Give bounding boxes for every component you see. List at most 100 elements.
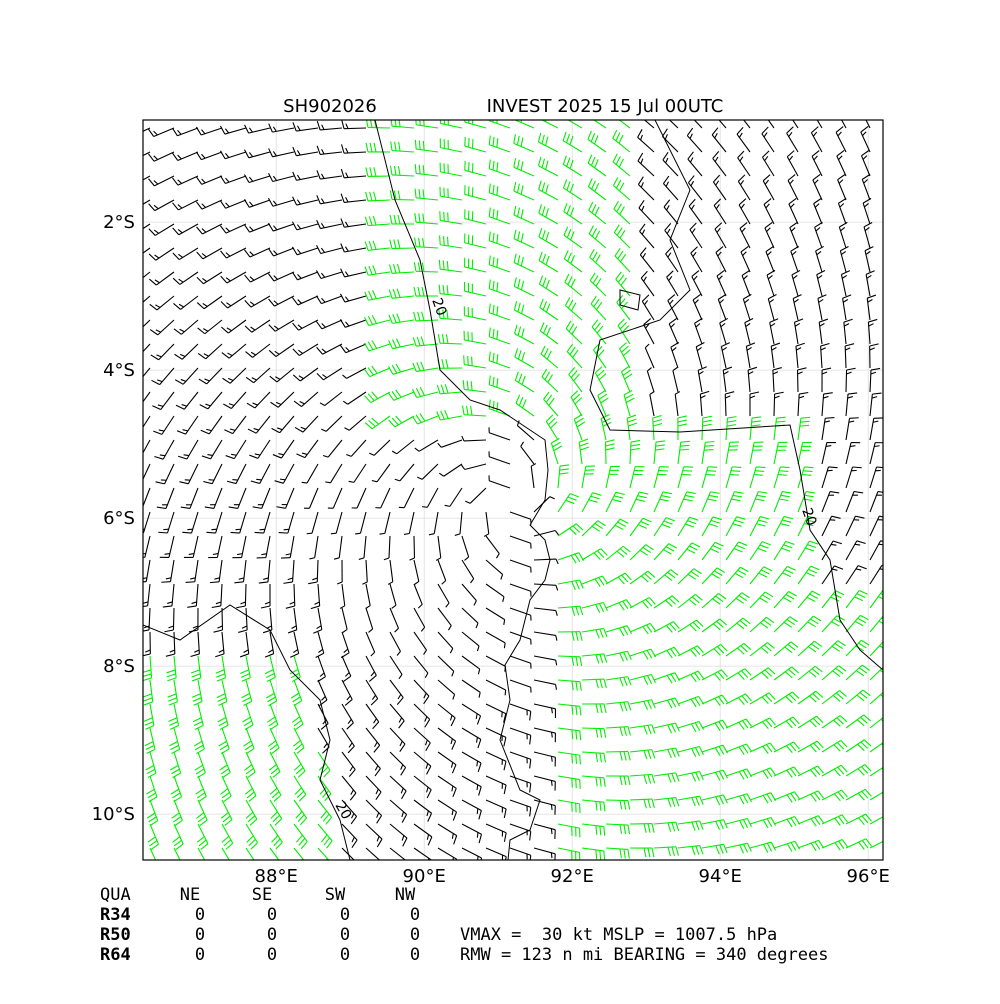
x-tick-label: 92°E <box>551 866 594 887</box>
barb-shaft <box>317 560 318 582</box>
title-right: INVEST 2025 15 Jul 00UTC <box>487 96 724 117</box>
y-tick-label: 8°S <box>103 656 135 677</box>
barb-shaft <box>606 800 628 801</box>
barb-feather <box>468 356 469 365</box>
barb-shaft <box>582 728 604 729</box>
barb-feather <box>754 475 763 476</box>
table-cell: 0 <box>410 945 420 965</box>
barb-feather <box>331 533 336 534</box>
barb-feather <box>704 450 713 451</box>
barb-feather <box>184 455 189 456</box>
barb-feather <box>708 467 717 468</box>
x-tick-label: 90°E <box>403 866 446 887</box>
table-header: SW <box>325 885 346 905</box>
barb-feather <box>230 532 239 533</box>
barb-feather <box>580 755 581 764</box>
table-cell: 0 <box>267 925 277 945</box>
table-cell: 0 <box>267 905 277 925</box>
barb-feather <box>260 529 265 530</box>
table-header: SE <box>252 885 272 905</box>
table-cell: 0 <box>267 945 277 965</box>
info-line: RMW = 123 n mi BEARING = 340 degrees <box>460 945 828 965</box>
table-cell: 0 <box>195 945 205 965</box>
table-cell: 0 <box>340 925 350 945</box>
table-header: NE <box>180 885 200 905</box>
barb-feather <box>803 471 812 472</box>
barb-feather <box>855 544 860 545</box>
barb-feather <box>756 467 765 468</box>
barb-shaft <box>846 370 847 392</box>
barb-feather <box>464 355 465 364</box>
barb-feather <box>705 442 714 443</box>
barb-feather <box>576 755 577 764</box>
table-cell: R64 <box>100 945 131 965</box>
barb-feather <box>825 418 834 419</box>
barb-feather <box>307 533 312 534</box>
barb-feather <box>731 471 740 472</box>
barb-feather <box>422 507 427 508</box>
barb-feather <box>440 236 441 245</box>
barb-feather <box>755 471 764 472</box>
barb-shaft <box>416 271 438 272</box>
barb-feather <box>831 544 836 545</box>
barb-feather <box>206 532 215 533</box>
barb-feather <box>186 582 195 583</box>
barb-feather <box>158 532 167 533</box>
table-cell: 0 <box>195 905 205 925</box>
barb-feather <box>551 780 552 785</box>
barb-shaft <box>702 418 703 440</box>
barb-shaft <box>173 608 174 630</box>
barb-feather <box>477 761 478 766</box>
barb-feather <box>280 479 285 480</box>
barb-feather <box>572 754 573 763</box>
barb-feather <box>850 418 859 419</box>
barb-feather <box>853 467 862 468</box>
barb-feather <box>828 467 837 468</box>
barb-feather <box>302 482 307 483</box>
barb-shaft <box>392 248 414 249</box>
table-header: QUA <box>100 885 131 905</box>
barb-feather <box>256 479 261 480</box>
barb-feather <box>160 455 165 456</box>
table-cell: R50 <box>100 925 131 945</box>
barb-feather <box>284 529 289 530</box>
barb-feather <box>504 643 505 648</box>
barb-shaft <box>606 751 628 752</box>
x-tick-label: 94°E <box>699 866 742 887</box>
y-tick-label: 4°S <box>103 360 135 381</box>
info-line: VMAX = 30 kt MSLP = 1007.5 hPa <box>460 925 777 945</box>
barb-feather <box>161 582 170 583</box>
table-header: NW <box>395 885 416 905</box>
barb-feather <box>477 809 478 814</box>
table-cell: 0 <box>410 925 420 945</box>
barb-feather <box>551 756 552 761</box>
table-cell: 0 <box>340 945 350 965</box>
table-cell: R34 <box>100 905 131 925</box>
barb-feather <box>279 533 288 534</box>
barb-feather <box>780 467 789 468</box>
barb-feather <box>182 532 191 533</box>
x-tick-label: 96°E <box>847 866 890 887</box>
y-tick-label: 10°S <box>92 804 135 825</box>
title-left: SH902026 <box>283 96 377 117</box>
barb-feather <box>730 475 739 476</box>
y-tick-label: 2°S <box>103 212 135 233</box>
barb-feather <box>804 467 813 468</box>
barb-shaft <box>774 394 775 416</box>
barb-shaft <box>368 127 390 128</box>
barb-feather <box>477 785 478 790</box>
barb-feather <box>255 532 264 533</box>
barb-feather <box>355 533 360 534</box>
barb-feather <box>707 471 716 472</box>
barb-feather <box>705 446 714 447</box>
table-cell: 0 <box>340 905 350 925</box>
barb-feather <box>472 357 473 366</box>
table-cell: 0 <box>195 925 205 945</box>
barb-feather <box>779 471 788 472</box>
barb-feather <box>732 467 741 468</box>
barb-feather <box>448 237 449 246</box>
barb-feather <box>551 853 552 858</box>
barb-feather <box>444 236 445 245</box>
x-tick-label: 88°E <box>255 866 298 887</box>
